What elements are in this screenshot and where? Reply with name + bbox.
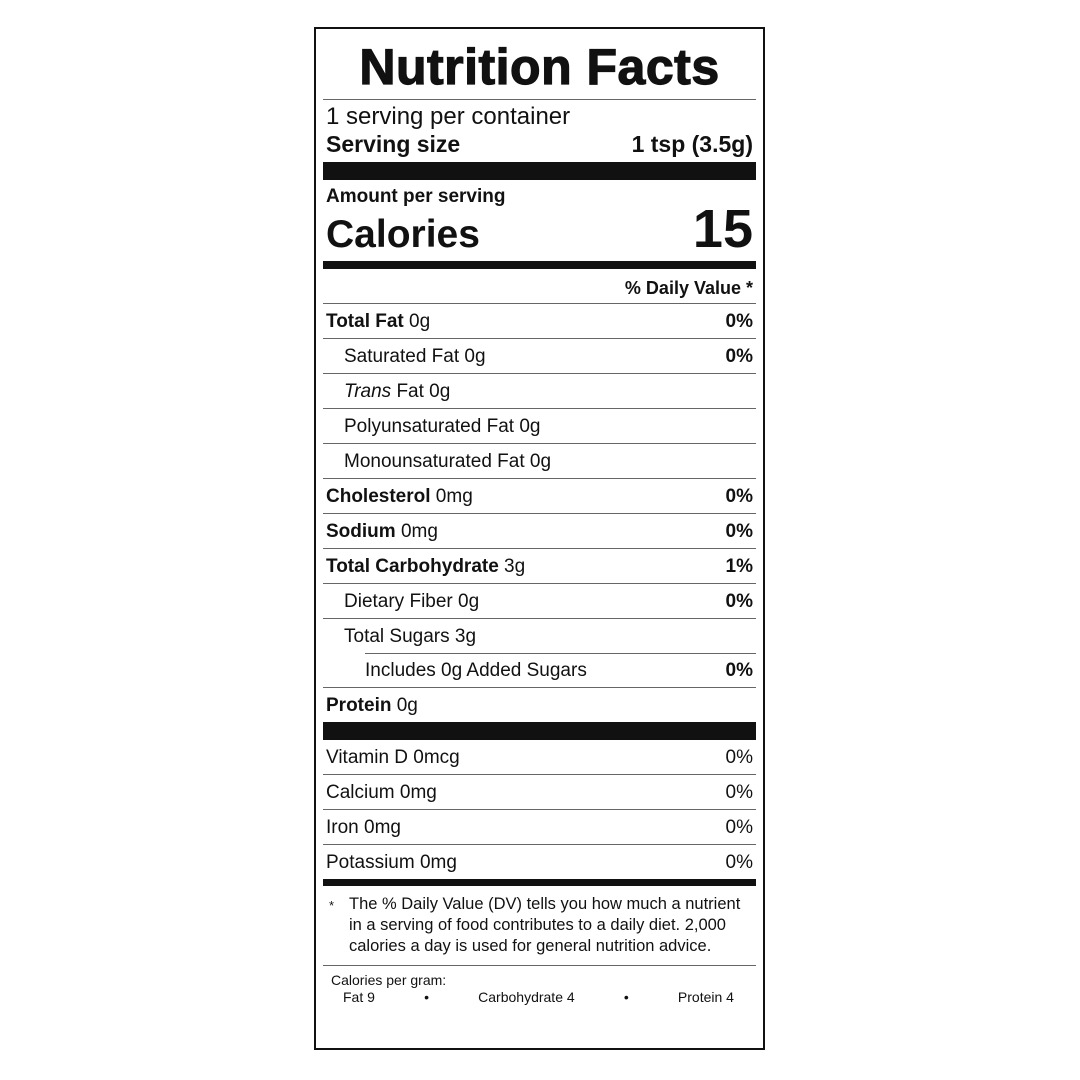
vitamin-row: Iron 0mg 0% [323,809,756,844]
daily-value-percent: 0% [725,817,753,838]
nutrient-label: Polyunsaturated Fat 0g [344,416,541,437]
nutrient-label: Includes 0g Added Sugars [365,660,587,681]
vitamin-row: Potassium 0mg 0% [323,844,756,879]
nutrient-name: Cholesterol 0mg [326,479,473,513]
vitamin-row: Vitamin D 0mcg 0% [323,740,756,774]
nutrition-facts-label: Nutrition Facts 1 serving per container … [314,27,765,1050]
nutrient-name: Polyunsaturated Fat 0g [344,409,540,443]
nutrient-name: Dietary Fiber 0g [344,584,479,618]
thick-divider [323,162,756,180]
nutrient-label: Saturated Fat 0g [344,346,486,367]
daily-value-percent: 0% [725,747,753,768]
calories-label: Calories [326,213,480,256]
serving-size-label: Serving size [326,131,461,157]
vitamin-name: Iron 0mg [326,817,401,838]
nutrient-amount: 0mg [430,486,473,507]
nutrient-label: Cholesterol [326,486,431,507]
nutrient-name: Includes 0g Added Sugars [365,653,587,687]
daily-value-percent: 0% [725,346,753,367]
medium-divider [323,261,756,269]
nutrient-row: Includes 0g Added Sugars 0% [323,653,756,687]
vitamin-name: Calcium 0mg [326,782,437,803]
label-title: Nutrition Facts [359,38,720,95]
nutrient-label: Trans [344,381,392,402]
nutrient-name: Saturated Fat 0g [344,339,486,373]
separator-dot: • [623,989,629,1005]
serving-size-value: 1 tsp (3.5g) [631,131,753,157]
divider [323,99,756,100]
protein-per-gram: Protein 4 [677,989,734,1005]
nutrient-amount: 0g [403,311,431,332]
footnote-star: * [329,898,335,913]
nutrient-name: Total Sugars 3g [344,619,476,653]
nutrient-name: Monounsaturated Fat 0g [344,444,551,478]
servings-per-container: 1 serving per container [326,103,571,130]
vitamin-name: Potassium 0mg [326,852,457,873]
footnote-text: The % Daily Value (DV) tells you how muc… [349,895,741,955]
footnote: * The % Daily Value (DV) tells you how m… [323,886,756,965]
calories-value: 15 [692,199,753,259]
nutrient-row: Trans Fat 0g [323,373,756,408]
fat-per-gram: Fat 9 [343,989,375,1005]
daily-value-percent: 0% [725,311,753,332]
nutrient-row: Monounsaturated Fat 0g [323,443,756,478]
vitamin-name: Vitamin D 0mcg [326,747,460,768]
calories-row: Calories 15 [323,200,756,258]
nutrient-list: Total Fat 0g 0% Saturated Fat 0g 0% Trans Fa… [323,303,756,722]
nutrient-label: Sodium [326,521,396,542]
nutrient-amount: Fat 0g [391,381,451,402]
daily-value-percent: 0% [725,852,753,873]
nutrient-label: Monounsaturated Fat 0g [344,451,552,472]
calories-per-gram-label: Calories per gram: [331,972,447,988]
nutrient-label: Dietary Fiber 0g [344,591,480,612]
amount-per-serving: Amount per serving [326,186,506,207]
nutrient-row: Total Fat 0g 0% [323,303,756,338]
vitamin-row: Calcium 0mg 0% [323,774,756,809]
nutrient-row: Saturated Fat 0g 0% [323,338,756,373]
nutrient-amount: 0g [391,695,418,716]
nutrient-amount: 0mg [395,521,438,542]
nutrient-name: Protein 0g [326,688,418,722]
serving-size: Serving size 1 tsp (3.5g) [323,130,756,160]
vitamin-list: Vitamin D 0mcg 0% Calcium 0mg 0% Iron 0mg 0% P… [323,740,756,879]
nutrient-row: Total Sugars 3g [323,618,756,653]
medium-divider [323,879,756,886]
daily-value-percent: 0% [725,486,753,507]
nutrient-name: Trans Fat 0g [344,374,450,408]
nutrient-label: Total Fat [326,311,404,332]
thick-divider [323,722,756,740]
nutrient-name: Total Carbohydrate 3g [326,549,525,583]
nutrient-label: Protein [326,695,392,716]
nutrient-name: Total Fat 0g [326,304,430,338]
nutrient-name: Sodium 0mg [326,514,438,548]
nutrient-amount: 3g [498,556,526,577]
daily-value-header: % Daily Value * [624,278,753,298]
daily-value-percent: 0% [725,782,753,803]
nutrient-row: Protein 0g [323,687,756,722]
nutrient-label: Total Sugars 3g [344,626,477,647]
carb-per-gram: Carbohydrate 4 [478,989,575,1005]
separator-dot: • [424,989,429,1005]
nutrient-row: Polyunsaturated Fat 0g [323,408,756,443]
nutrient-label: Total Carbohydrate [326,556,499,577]
calories-per-gram: Calories per gram: Fat 9 • Carbohydrate … [323,965,756,1012]
nutrient-row: Dietary Fiber 0g 0% [323,583,756,618]
daily-value-percent: 0% [725,521,753,542]
nutrient-row: Sodium 0mg 0% [323,513,756,548]
daily-value-percent: 0% [725,660,753,681]
nutrient-row: Cholesterol 0mg 0% [323,478,756,513]
nutrient-row: Total Carbohydrate 3g 1% [323,548,756,583]
daily-value-percent: 0% [725,591,753,612]
daily-value-percent: 1% [725,556,753,577]
